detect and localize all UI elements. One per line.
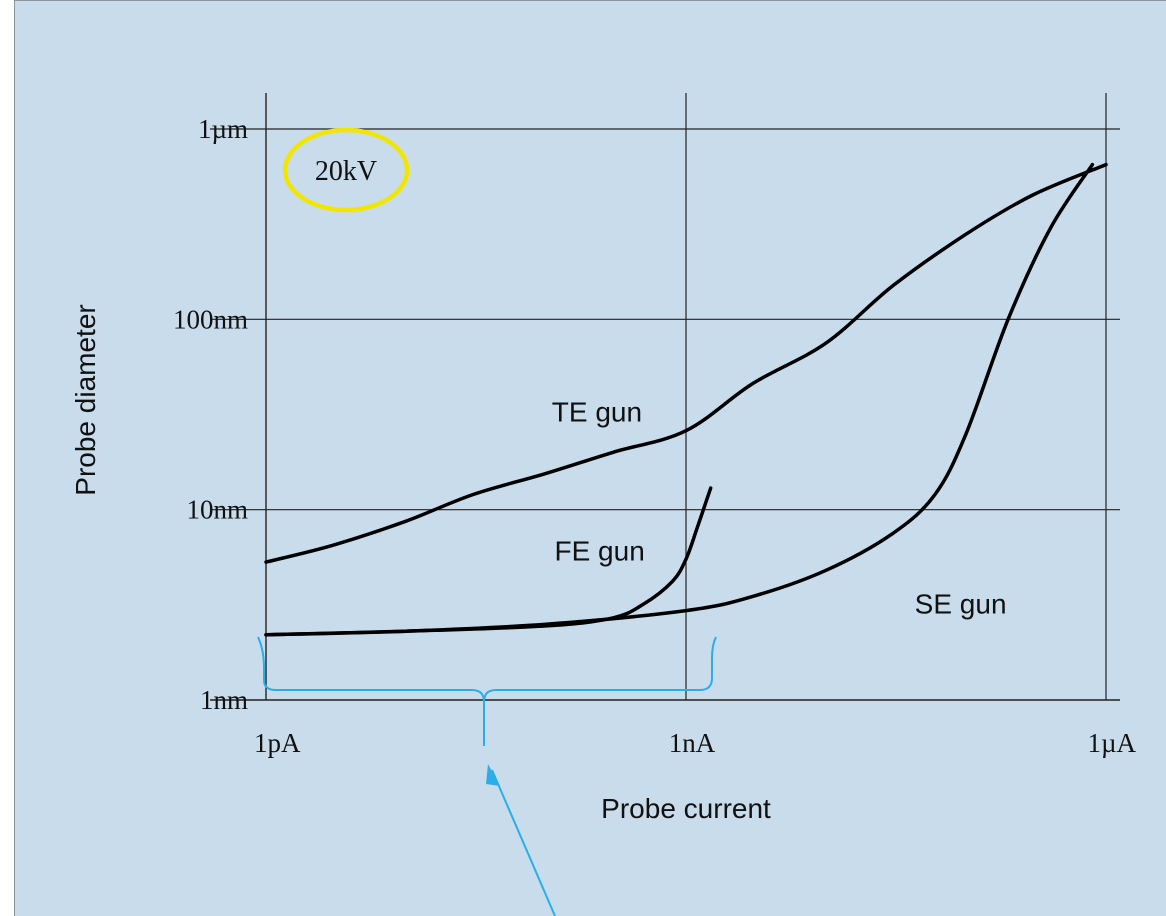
series-lines — [264, 162, 1108, 637]
pointer-arrow-line — [491, 769, 556, 916]
voltage-annotation: 20kV — [315, 156, 377, 187]
highlight-circle — [282, 127, 410, 213]
series-line-te-gun — [264, 162, 1108, 564]
axes — [210, 93, 1120, 701]
tick-labels: 1nm 10nm 100nm 1µm 1pA 1nA 1µA — [173, 114, 1137, 758]
y-tick-label: 100nm — [173, 304, 248, 334]
y-axis-label: Probe diameter — [70, 304, 101, 495]
x-tick-label: 1nA — [669, 728, 716, 758]
x-axis-label: Probe current — [601, 793, 771, 824]
range-brace — [257, 636, 717, 746]
pointer-arrow-head — [486, 764, 500, 786]
series-label-se-gun: SE gun — [915, 588, 1007, 619]
series-labels: TE gun FE gun SE gun — [552, 397, 1007, 620]
series-label-fe-gun: FE gun — [554, 536, 644, 567]
x-tick-label: 1µA — [1087, 728, 1136, 758]
series-label-te-gun: TE gun — [552, 397, 642, 428]
x-tick-label: 1pA — [254, 728, 301, 758]
y-tick-label: 1µm — [198, 114, 248, 144]
y-tick-label: 1nm — [200, 685, 248, 715]
series-line-se-gun — [264, 162, 1095, 637]
y-tick-label: 10nm — [186, 495, 248, 525]
